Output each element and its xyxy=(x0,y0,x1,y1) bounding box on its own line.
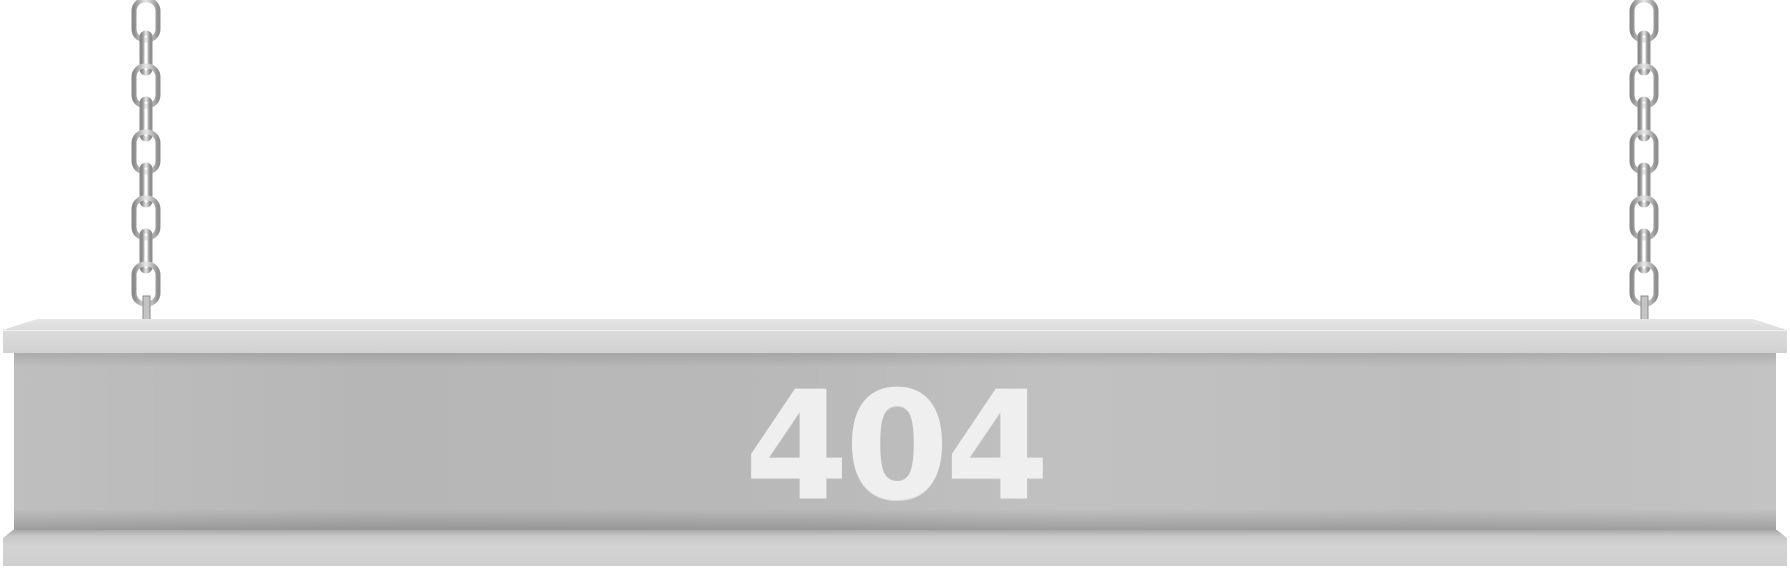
beam-bottom-flange xyxy=(3,530,1787,566)
beam-top-edge xyxy=(3,330,1787,331)
error-code: 404 xyxy=(744,360,1049,534)
beam-web xyxy=(14,353,1776,530)
beam-top-flange xyxy=(3,319,1787,353)
chain-right-icon xyxy=(1629,0,1659,327)
chain-left-icon xyxy=(131,0,161,327)
